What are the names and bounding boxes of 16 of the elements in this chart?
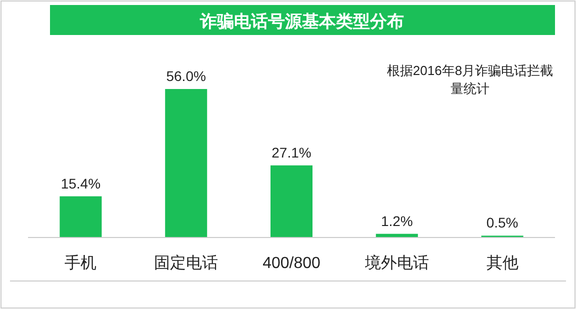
chart-title: 诈骗电话号源基本类型分布: [199, 12, 404, 31]
data-label: 0.5%: [486, 214, 518, 231]
data-label: 27.1%: [272, 144, 312, 160]
bar: [60, 196, 102, 237]
x-tick-label: 固定电话: [154, 254, 218, 272]
data-label: 15.4%: [60, 175, 101, 192]
bar: [165, 89, 208, 237]
x-tick-label: 境外电话: [364, 254, 429, 272]
x-tick-label: 400/800: [262, 255, 321, 272]
x-tick-label: 手机: [64, 254, 97, 272]
bar: [270, 165, 312, 237]
x-tick-label: 其他: [486, 254, 518, 272]
bar: [376, 234, 418, 237]
annotation: 根据2016年8月诈骗电话拦截量统计: [386, 62, 554, 98]
data-label: 56.0%: [166, 68, 206, 84]
data-label: 1.2%: [380, 212, 413, 229]
